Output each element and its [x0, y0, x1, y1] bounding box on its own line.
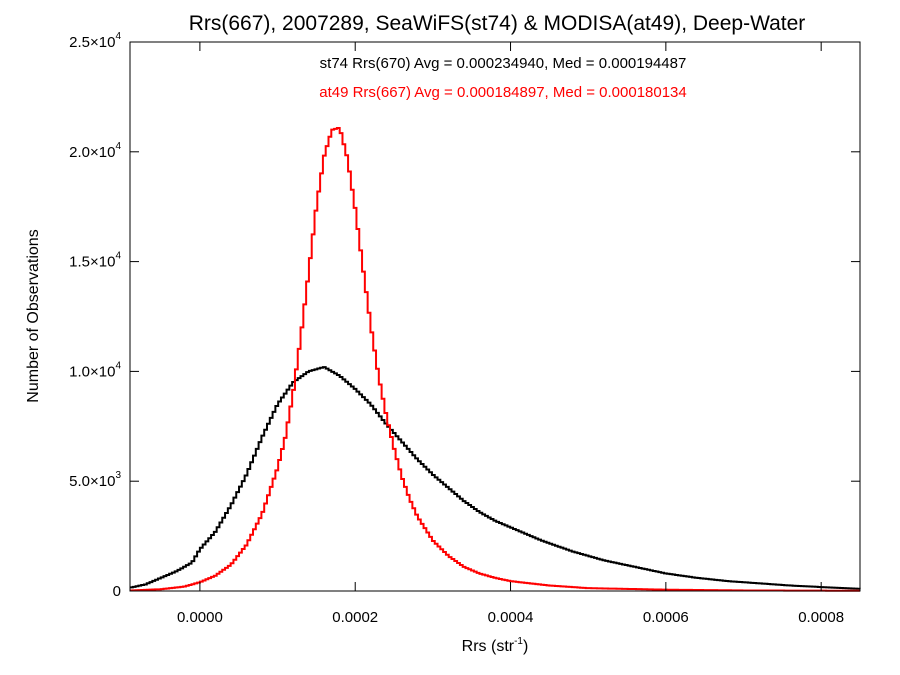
y-tick-label: 1.0×104 — [69, 360, 121, 380]
x-axis-label-sup: -1 — [514, 636, 523, 647]
y-tick-label: 2.5×104 — [69, 31, 121, 51]
x-axis-label: Rrs (str-1) — [462, 636, 529, 655]
x-tick-label: 0.0000 — [177, 609, 223, 626]
annotation-st74: st74 Rrs(670) Avg = 0.000234940, Med = 0… — [320, 55, 687, 72]
y-axis-ticks: 0 5.0×103 1.0×104 1.5×104 2.0×104 2.5×104 — [69, 31, 860, 600]
plot-frame — [129, 41, 861, 592]
y-tick-label: 2.0×104 — [69, 141, 121, 161]
x-axis-label-main: Rrs (str — [462, 638, 515, 655]
plot-area — [130, 127, 861, 592]
x-tick-label: 0.0008 — [798, 609, 844, 626]
x-tick-label: 0.0002 — [332, 609, 378, 626]
x-axis-label-end: ) — [523, 638, 528, 655]
y-axis-label: Number of Observations — [25, 229, 42, 402]
chart-title: Rrs(667), 2007289, SeaWiFS(st74) & MODIS… — [189, 12, 806, 35]
y-tick-label: 0 — [113, 583, 121, 600]
x-tick-label: 0.0004 — [488, 609, 534, 626]
x-tick-label: 0.0006 — [643, 609, 689, 626]
y-tick-label: 5.0×103 — [69, 470, 121, 490]
histogram-series-0 — [130, 366, 861, 590]
y-tick-label: 1.5×104 — [69, 251, 121, 271]
annotation-at49: at49 Rrs(667) Avg = 0.000184897, Med = 0… — [319, 84, 687, 101]
x-axis-ticks: 0.0000 0.0002 0.0004 0.0006 0.0008 — [177, 42, 844, 626]
histogram-series-1 — [130, 127, 860, 592]
